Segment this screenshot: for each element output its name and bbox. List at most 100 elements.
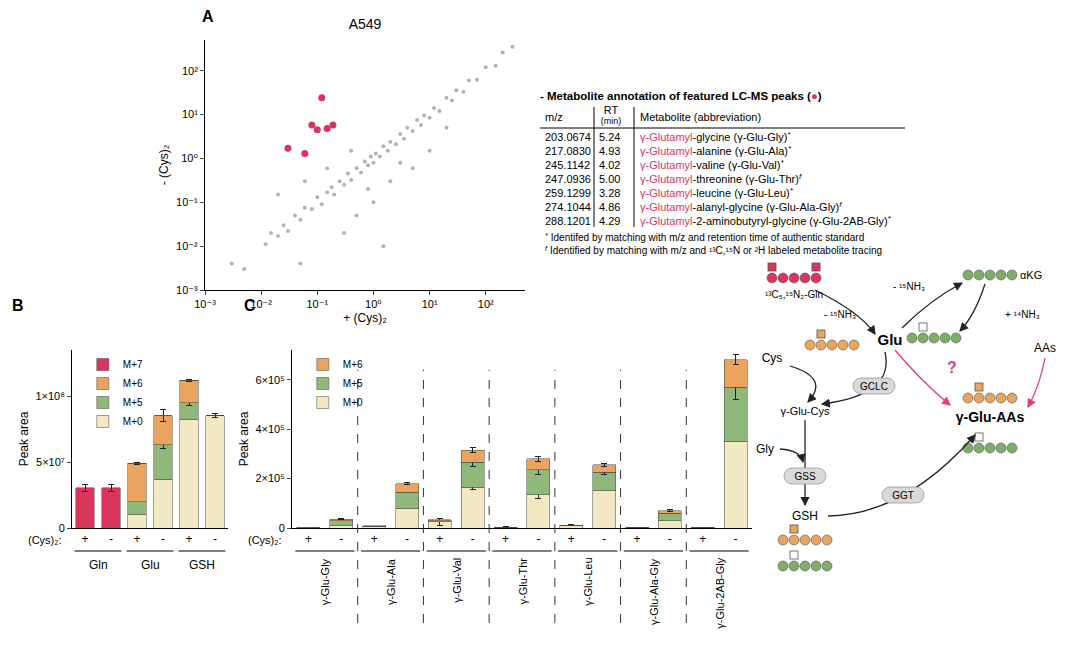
svg-text:10⁻¹: 10⁻¹ (176, 196, 198, 208)
svg-text:+: + (568, 532, 575, 546)
svg-text:γ-Glutamyl-alanine (γ-Glu-Ala): γ-Glutamyl-alanine (γ-Glu-Ala)* (640, 144, 792, 157)
svg-text:+: + (633, 532, 640, 546)
svg-text:5×10⁷: 5×10⁷ (36, 456, 65, 468)
svg-text:M+5: M+5 (123, 397, 143, 408)
svg-text:+: + (699, 532, 706, 546)
svg-text:10⁻³: 10⁻³ (176, 284, 198, 296)
svg-text:Peak area: Peak area (237, 411, 251, 466)
svg-text:?: ? (947, 359, 957, 376)
svg-text:6×10⁵: 6×10⁵ (255, 374, 284, 386)
svg-text:GGT: GGT (892, 490, 914, 501)
svg-text:10⁻²: 10⁻² (250, 298, 272, 310)
svg-text:-: - (339, 532, 343, 546)
svg-text:GSS: GSS (794, 471, 815, 482)
svg-text:-: - (734, 532, 738, 546)
svg-text:- Metabolite annotation of fea: - Metabolite annotation of featured LC-M… (540, 90, 822, 102)
svg-text:- ¹⁵NH₃: - ¹⁵NH₃ (893, 281, 925, 292)
svg-text:γ-Glu-Ala: γ-Glu-Ala (385, 558, 397, 605)
svg-text:10⁻¹: 10⁻¹ (306, 298, 328, 310)
svg-text:M+0: M+0 (123, 416, 143, 427)
svg-text:Glu: Glu (878, 331, 903, 348)
svg-text:-: - (405, 532, 409, 546)
svg-text:Glu: Glu (141, 558, 160, 572)
svg-text:(Cys)₂:: (Cys)₂: (28, 534, 62, 546)
svg-text:4.93: 4.93 (599, 145, 620, 157)
svg-text:+: + (185, 532, 192, 546)
svg-text:m/z: m/z (545, 111, 563, 123)
svg-text:+: + (81, 532, 88, 546)
svg-text:fIdentified by matching with m: fIdentified by matching with m/z and ¹³C… (545, 245, 882, 256)
svg-text:γ-Glu-Leu: γ-Glu-Leu (582, 557, 594, 605)
svg-text:-: - (109, 532, 113, 546)
svg-text:- ¹⁵NH₃: - ¹⁵NH₃ (824, 309, 856, 320)
svg-text:Gln: Gln (89, 558, 108, 572)
svg-text:10²: 10² (478, 298, 494, 310)
svg-text:-: - (471, 532, 475, 546)
svg-text:0: 0 (59, 522, 65, 534)
svg-text:+: + (133, 532, 140, 546)
svg-text:288.1201: 288.1201 (545, 215, 591, 227)
svg-text:Cys: Cys (762, 351, 783, 365)
svg-text:B: B (12, 297, 24, 314)
svg-text:M+0: M+0 (343, 397, 363, 408)
svg-text:γ-Glu-Cys: γ-Glu-Cys (781, 405, 830, 417)
svg-text:-: - (668, 532, 672, 546)
svg-text:GCLC: GCLC (860, 381, 888, 392)
svg-text:M+7: M+7 (123, 359, 143, 370)
svg-text:γ-Glutamyl-threonine (γ-Glu-Th: γ-Glutamyl-threonine (γ-Glu-Thr)f (640, 172, 802, 185)
svg-text:3.28: 3.28 (599, 187, 620, 199)
svg-text:274.1044: 274.1044 (545, 201, 591, 213)
svg-text:2×10⁵: 2×10⁵ (255, 472, 284, 484)
svg-text:(min): (min) (601, 116, 622, 126)
svg-text:+: + (305, 532, 312, 546)
svg-text:4.29: 4.29 (599, 215, 620, 227)
svg-text:10⁰: 10⁰ (181, 152, 198, 164)
svg-text:γ-Glu-Ala-Gly: γ-Glu-Ala-Gly (648, 558, 660, 625)
svg-text:-: - (536, 532, 540, 546)
svg-text:4.86: 4.86 (599, 201, 620, 213)
svg-text:247.0936: 247.0936 (545, 173, 591, 185)
svg-text:259.1299: 259.1299 (545, 187, 591, 199)
svg-text:(Cys)₂:: (Cys)₂: (248, 534, 282, 546)
svg-text:A: A (202, 8, 214, 25)
svg-text:0: 0 (279, 522, 285, 534)
svg-text:Peak area: Peak area (17, 411, 31, 466)
svg-text:C: C (244, 297, 256, 314)
svg-text:¹³C₅,¹⁵N₂-Gln: ¹³C₅,¹⁵N₂-Gln (765, 289, 823, 300)
svg-text:-: - (213, 532, 217, 546)
svg-text:+ (Cys)₂: + (Cys)₂ (343, 311, 387, 325)
svg-text:M+5: M+5 (343, 378, 363, 389)
svg-text:αKG: αKG (1020, 269, 1042, 281)
svg-text:10¹: 10¹ (182, 108, 198, 120)
svg-text:AAs: AAs (1034, 341, 1056, 355)
svg-text:+: + (371, 532, 378, 546)
svg-text:A549: A549 (349, 16, 382, 32)
svg-text:GSH: GSH (189, 558, 215, 572)
svg-text:GSH: GSH (792, 509, 818, 523)
svg-text:-: - (161, 532, 165, 546)
svg-text:M+6: M+6 (343, 359, 363, 370)
svg-text:γ-Glutamyl-glycine (γ-Glu-Gly): γ-Glutamyl-glycine (γ-Glu-Gly)* (640, 130, 791, 143)
svg-text:203.0674: 203.0674 (545, 131, 591, 143)
svg-text:γ-Glutamyl-valine (γ-Glu-Val)*: γ-Glutamyl-valine (γ-Glu-Val)* (640, 158, 784, 171)
svg-text:- (Cys)₂: - (Cys)₂ (157, 144, 171, 185)
svg-text:γ-Glu-AAs: γ-Glu-AAs (956, 409, 1025, 425)
svg-text:-: - (602, 532, 606, 546)
svg-text:γ-Glutamyl-leucine (γ-Glu-Leu): γ-Glutamyl-leucine (γ-Glu-Leu)* (640, 186, 794, 199)
svg-text:1×10⁸: 1×10⁸ (35, 390, 64, 402)
svg-text:10⁰: 10⁰ (365, 298, 382, 310)
svg-text:+: + (502, 532, 509, 546)
svg-text:+: + (436, 532, 443, 546)
svg-text:Gly: Gly (756, 442, 774, 456)
svg-text:245.1142: 245.1142 (545, 159, 590, 171)
svg-text:*Identifed by matching with m/: *Identifed by matching with m/z and rete… (545, 232, 864, 243)
svg-text:γ-Glu-2AB-Gly: γ-Glu-2AB-Gly (714, 557, 726, 628)
svg-text:10¹: 10¹ (422, 298, 438, 310)
svg-text:RT: RT (604, 104, 619, 116)
svg-text:5.24: 5.24 (599, 131, 620, 143)
svg-text:γ-Glutamyl-2-aminobutyryl-glyc: γ-Glutamyl-2-aminobutyryl-glycine (γ-Glu… (640, 214, 892, 227)
svg-text:Metabolite (abbreviation): Metabolite (abbreviation) (640, 111, 761, 123)
svg-text:+ ¹⁴NH₃: + ¹⁴NH₃ (1005, 309, 1040, 320)
svg-text:γ-Glutamyl-alanyl-glycine (γ-G: γ-Glutamyl-alanyl-glycine (γ-Glu-Ala-Gly… (640, 200, 842, 213)
svg-text:10⁻²: 10⁻² (176, 240, 198, 252)
